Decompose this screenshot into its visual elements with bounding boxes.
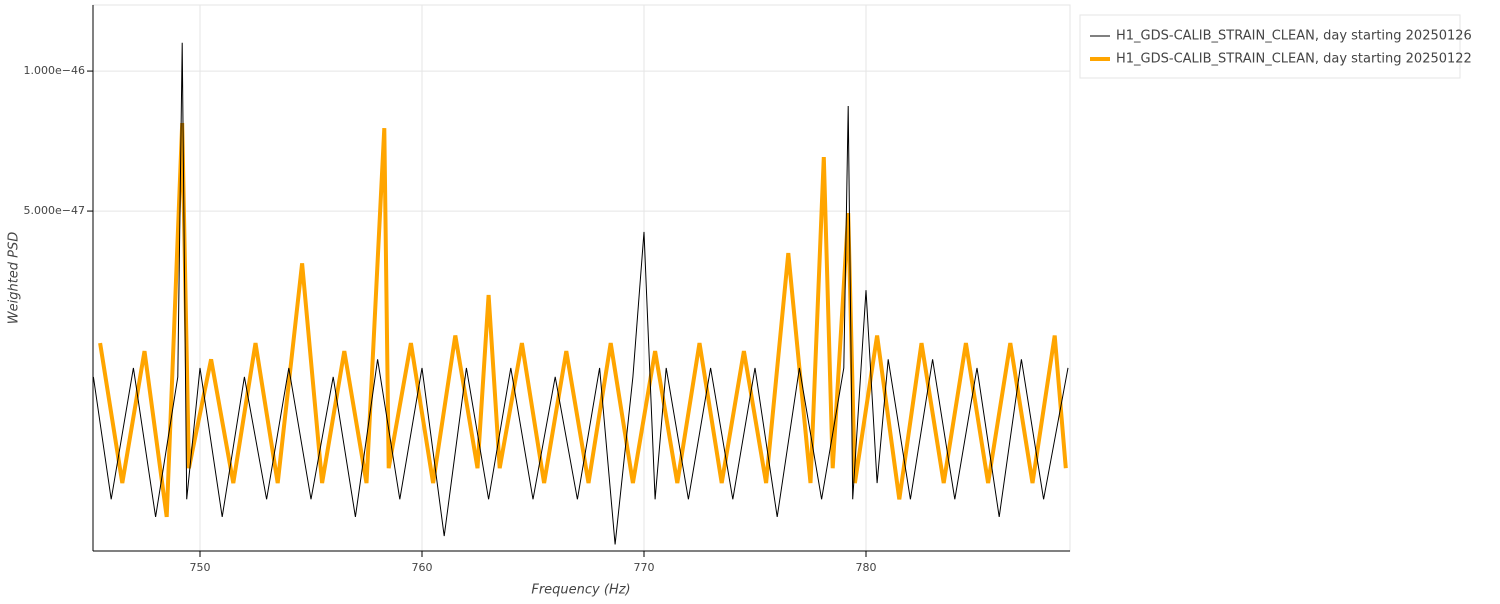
x-tick-label: 750 — [190, 561, 211, 574]
x-tick-label: 760 — [411, 561, 432, 574]
lines — [92, 42, 1069, 545]
x-axis-label: Frequency (Hz) — [531, 583, 630, 598]
series-line — [98, 123, 1068, 518]
x-tick-label: 780 — [855, 561, 876, 574]
y-axis-label: Weighted PSD — [7, 232, 22, 325]
y-tick-label: 1.000e−46 — [24, 64, 85, 77]
legend-items: H1_GDS-CALIB_STRAIN_CLEAN, day starting … — [1090, 29, 1472, 67]
legend-label: H1_GDS-CALIB_STRAIN_CLEAN, day starting … — [1116, 29, 1472, 44]
y-tick-label: 5.000e−47 — [24, 204, 85, 217]
grid — [93, 5, 1070, 551]
plot-area — [92, 4, 1071, 552]
series-line — [92, 42, 1069, 545]
x-tick-label: 770 — [633, 561, 654, 574]
legend-label: H1_GDS-CALIB_STRAIN_CLEAN, day starting … — [1116, 52, 1472, 67]
legend — [1079, 14, 1461, 79]
